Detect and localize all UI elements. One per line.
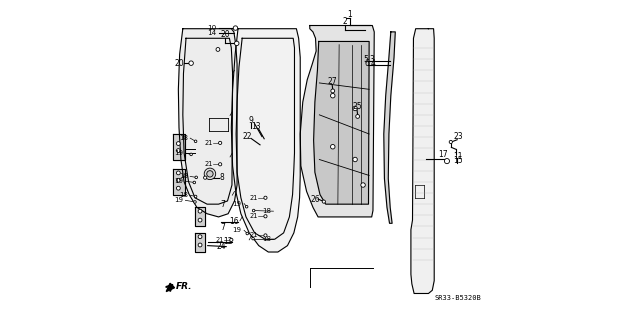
Text: 1: 1 xyxy=(348,10,353,19)
Circle shape xyxy=(195,195,197,198)
Text: 16: 16 xyxy=(229,217,239,226)
Circle shape xyxy=(218,163,221,166)
Polygon shape xyxy=(166,283,175,292)
Text: 10: 10 xyxy=(207,25,217,31)
Text: 19: 19 xyxy=(174,178,183,184)
Polygon shape xyxy=(300,26,374,217)
Text: SR33-B5320B: SR33-B5320B xyxy=(434,295,481,301)
Circle shape xyxy=(252,209,255,212)
Circle shape xyxy=(330,93,335,98)
Circle shape xyxy=(177,142,180,145)
Text: 19: 19 xyxy=(232,201,241,206)
Text: 21: 21 xyxy=(250,195,258,201)
Polygon shape xyxy=(384,32,396,223)
Circle shape xyxy=(246,232,248,235)
Polygon shape xyxy=(231,29,300,252)
Circle shape xyxy=(177,149,180,152)
Circle shape xyxy=(177,186,180,190)
Text: 18: 18 xyxy=(179,192,188,198)
Polygon shape xyxy=(173,134,185,160)
Circle shape xyxy=(218,141,221,145)
Circle shape xyxy=(330,145,335,149)
Circle shape xyxy=(233,26,237,30)
Text: 18: 18 xyxy=(179,135,188,141)
Polygon shape xyxy=(195,233,205,252)
Circle shape xyxy=(195,140,197,143)
Circle shape xyxy=(177,171,180,175)
Circle shape xyxy=(234,41,239,46)
Circle shape xyxy=(195,176,198,179)
Polygon shape xyxy=(314,41,369,204)
Circle shape xyxy=(177,178,180,182)
Text: 18: 18 xyxy=(179,174,188,179)
Text: 18: 18 xyxy=(262,236,271,241)
Circle shape xyxy=(198,243,202,247)
Text: 24: 24 xyxy=(216,242,226,251)
Text: 19: 19 xyxy=(174,197,183,203)
Circle shape xyxy=(194,201,196,203)
Text: 21: 21 xyxy=(250,233,258,238)
Text: 15: 15 xyxy=(453,156,463,165)
Circle shape xyxy=(198,218,202,222)
Text: 22: 22 xyxy=(243,132,252,141)
Text: 21: 21 xyxy=(204,140,212,146)
Text: 7: 7 xyxy=(221,223,225,232)
Circle shape xyxy=(193,181,196,184)
Text: 5: 5 xyxy=(364,55,369,64)
Circle shape xyxy=(245,205,248,208)
Circle shape xyxy=(356,115,360,118)
Text: 11: 11 xyxy=(453,152,463,161)
Circle shape xyxy=(449,140,452,144)
Text: 20: 20 xyxy=(220,30,230,39)
Text: 3: 3 xyxy=(369,55,374,64)
Circle shape xyxy=(361,183,365,187)
Text: 21: 21 xyxy=(204,161,212,167)
Polygon shape xyxy=(195,207,205,226)
Circle shape xyxy=(198,235,202,239)
Circle shape xyxy=(331,89,335,93)
Circle shape xyxy=(216,48,220,51)
Circle shape xyxy=(230,238,233,241)
Text: 2: 2 xyxy=(342,17,348,26)
Circle shape xyxy=(189,61,193,65)
Text: 21: 21 xyxy=(250,213,258,219)
Text: 18: 18 xyxy=(262,208,271,214)
Text: 8: 8 xyxy=(220,173,224,182)
Circle shape xyxy=(322,200,325,203)
Circle shape xyxy=(198,209,202,213)
Circle shape xyxy=(252,237,254,240)
Text: 4: 4 xyxy=(371,59,376,68)
Polygon shape xyxy=(173,169,185,195)
Text: 17: 17 xyxy=(438,150,448,159)
Text: 9: 9 xyxy=(249,116,253,125)
Circle shape xyxy=(204,176,207,179)
Text: 19: 19 xyxy=(232,227,241,233)
Polygon shape xyxy=(411,29,434,293)
Text: 27: 27 xyxy=(327,77,337,86)
Text: 21: 21 xyxy=(215,237,224,243)
Polygon shape xyxy=(179,29,237,217)
Text: 12: 12 xyxy=(223,237,232,246)
Circle shape xyxy=(190,153,193,156)
Circle shape xyxy=(204,168,216,180)
Text: 6: 6 xyxy=(365,59,370,68)
Text: 23: 23 xyxy=(454,132,463,141)
Text: 26: 26 xyxy=(310,195,320,204)
Text: 19: 19 xyxy=(174,150,183,156)
Text: 25: 25 xyxy=(352,102,362,111)
Circle shape xyxy=(444,159,449,164)
Text: FR.: FR. xyxy=(176,282,192,291)
Text: 14: 14 xyxy=(207,30,217,35)
Circle shape xyxy=(264,215,267,218)
Text: 7: 7 xyxy=(221,200,225,209)
Circle shape xyxy=(207,171,213,177)
Text: 20: 20 xyxy=(174,59,184,68)
Text: 13: 13 xyxy=(251,122,260,130)
Circle shape xyxy=(264,234,267,237)
Circle shape xyxy=(353,106,357,111)
Circle shape xyxy=(264,196,267,199)
Circle shape xyxy=(353,157,357,162)
